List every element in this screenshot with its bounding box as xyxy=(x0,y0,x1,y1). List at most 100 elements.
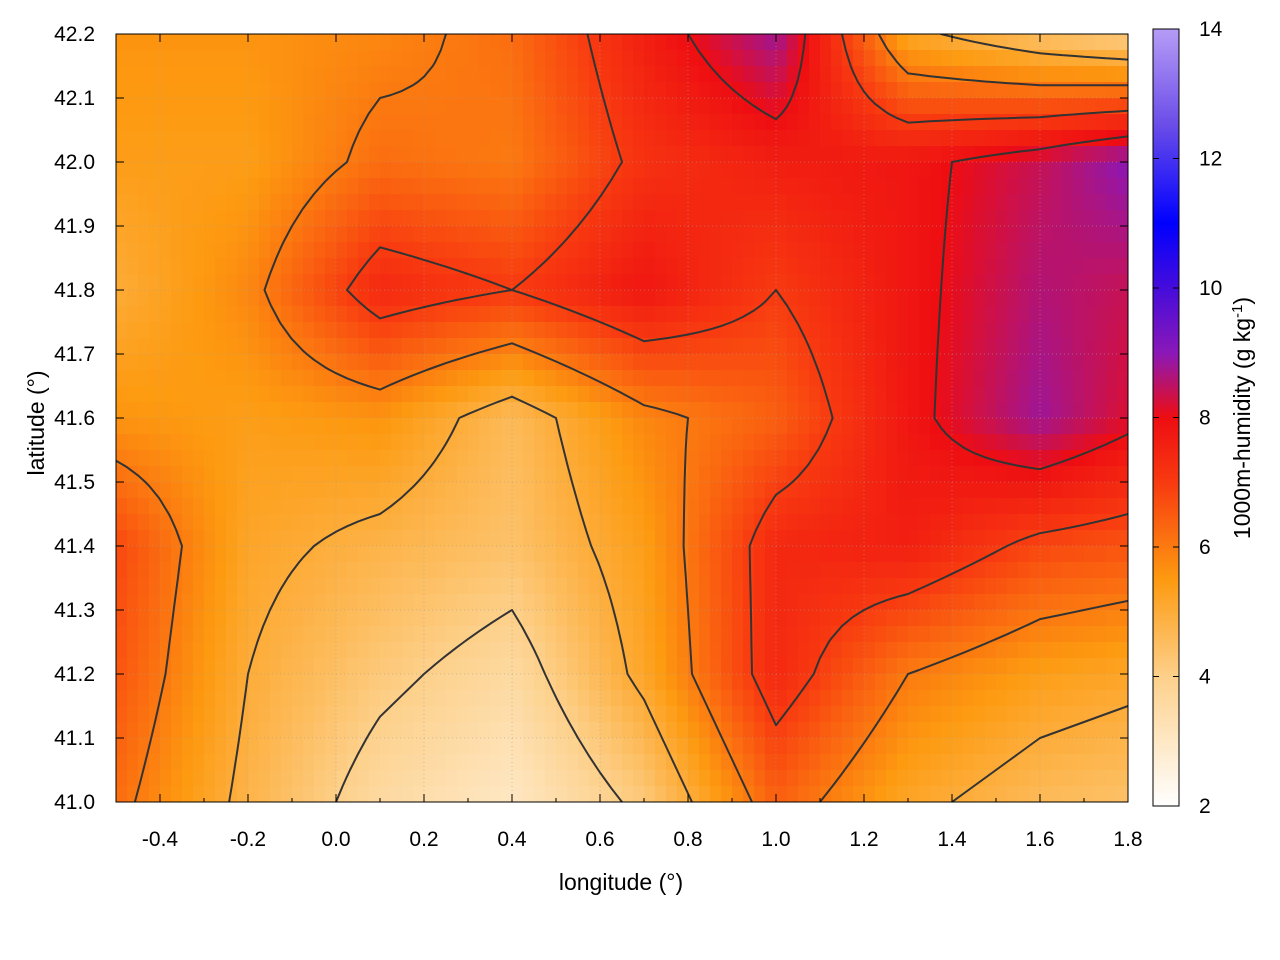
heatmap-cell xyxy=(831,578,843,595)
heatmap-cell xyxy=(699,770,711,787)
heatmap-cell xyxy=(325,786,337,802)
heatmap-cell xyxy=(490,82,502,99)
heatmap-cell xyxy=(149,482,161,499)
heatmap-cell xyxy=(622,50,634,67)
y-tick-label: 41.5 xyxy=(54,471,95,494)
heatmap-cell xyxy=(886,674,898,691)
heatmap-cell xyxy=(380,82,392,99)
heatmap-cell xyxy=(732,210,744,227)
heatmap-cell xyxy=(919,50,931,67)
heatmap-cell xyxy=(897,626,909,643)
heatmap-cell xyxy=(281,770,293,787)
heatmap-cell xyxy=(1062,706,1074,723)
heatmap-cell xyxy=(589,386,601,403)
heatmap-cell xyxy=(743,770,755,787)
heatmap-cell xyxy=(941,402,953,419)
heatmap-cell xyxy=(655,354,667,371)
heatmap-cell xyxy=(556,306,568,323)
heatmap-cell xyxy=(765,210,777,227)
heatmap-cell xyxy=(875,738,887,755)
heatmap-cell xyxy=(1117,482,1128,499)
heatmap-cell xyxy=(435,226,447,243)
heatmap-cell xyxy=(512,290,524,307)
heatmap-cell xyxy=(655,322,667,339)
heatmap-cell xyxy=(1073,706,1085,723)
heatmap-cell xyxy=(809,274,821,291)
heatmap-cell xyxy=(1051,210,1063,227)
heatmap-cell xyxy=(259,482,271,499)
heatmap-cell xyxy=(963,34,975,51)
heatmap-cell xyxy=(666,114,678,131)
heatmap-cell xyxy=(710,50,722,67)
heatmap-cell xyxy=(1106,722,1118,739)
heatmap-cell xyxy=(930,258,942,275)
heatmap-cell xyxy=(1018,34,1030,51)
heatmap-cell xyxy=(545,754,557,771)
heatmap-cell xyxy=(1040,530,1052,547)
heatmap-cell xyxy=(578,722,590,739)
heatmap-cell xyxy=(963,370,975,387)
heatmap-cell xyxy=(523,210,535,227)
heatmap-cell xyxy=(853,466,865,483)
heatmap-cell xyxy=(281,290,293,307)
heatmap-cell xyxy=(292,290,304,307)
heatmap-cell xyxy=(611,690,623,707)
heatmap-cell xyxy=(875,322,887,339)
heatmap-cell xyxy=(468,722,480,739)
heatmap-cell xyxy=(622,178,634,195)
heatmap-cell xyxy=(1073,290,1085,307)
heatmap-cell xyxy=(336,178,348,195)
heatmap-cell xyxy=(193,754,205,771)
heatmap-cell xyxy=(501,562,513,579)
heatmap-cell xyxy=(853,34,865,51)
heatmap-cell xyxy=(644,322,656,339)
heatmap-cell xyxy=(358,82,370,99)
heatmap-cell xyxy=(600,338,612,355)
heatmap-cell xyxy=(842,450,854,467)
heatmap-cell xyxy=(446,466,458,483)
heatmap-cell xyxy=(1007,290,1019,307)
heatmap-cell xyxy=(600,562,612,579)
heatmap-cell xyxy=(182,290,194,307)
heatmap-cell xyxy=(776,562,788,579)
heatmap-cell xyxy=(1106,770,1118,787)
heatmap-cell xyxy=(754,418,766,435)
heatmap-cell xyxy=(567,498,579,515)
heatmap-cell xyxy=(688,178,700,195)
heatmap-cell xyxy=(215,114,227,131)
heatmap-cell xyxy=(644,450,656,467)
heatmap-cell xyxy=(270,658,282,675)
heatmap-cell xyxy=(677,706,689,723)
heatmap-cell xyxy=(875,290,887,307)
heatmap-cell xyxy=(721,274,733,291)
heatmap-cell xyxy=(875,658,887,675)
heatmap-cell xyxy=(831,402,843,419)
heatmap-cell xyxy=(314,498,326,515)
heatmap-cell xyxy=(600,674,612,691)
heatmap-cell xyxy=(611,402,623,419)
heatmap-cell xyxy=(270,562,282,579)
heatmap-cell xyxy=(699,306,711,323)
heatmap-cell xyxy=(1029,530,1041,547)
heatmap-cell xyxy=(468,642,480,659)
heatmap-cell xyxy=(303,82,315,99)
heatmap-cell xyxy=(732,418,744,435)
heatmap-cell xyxy=(677,258,689,275)
heatmap-cell xyxy=(204,514,216,531)
heatmap-cell xyxy=(721,642,733,659)
heatmap-cell xyxy=(193,50,205,67)
heatmap-cell xyxy=(193,530,205,547)
heatmap-cell xyxy=(347,370,359,387)
heatmap-cell xyxy=(930,450,942,467)
heatmap-cell xyxy=(1029,242,1041,259)
heatmap-cell xyxy=(1051,370,1063,387)
heatmap-cell xyxy=(853,674,865,691)
heatmap-cell xyxy=(391,178,403,195)
heatmap-cell xyxy=(457,354,469,371)
heatmap-cell xyxy=(732,114,744,131)
heatmap-cell xyxy=(996,434,1008,451)
heatmap-cell xyxy=(457,594,469,611)
heatmap-cell xyxy=(325,482,337,499)
heatmap-cell xyxy=(292,578,304,595)
heatmap-cell xyxy=(1062,98,1074,115)
